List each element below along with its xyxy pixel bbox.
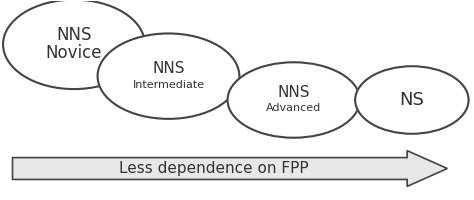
Ellipse shape	[228, 62, 360, 138]
Text: NNS: NNS	[277, 85, 310, 100]
FancyArrow shape	[12, 151, 447, 186]
Text: Less dependence on FPP: Less dependence on FPP	[118, 161, 308, 176]
Ellipse shape	[355, 66, 469, 134]
Ellipse shape	[98, 33, 239, 119]
Text: NNS: NNS	[152, 61, 185, 76]
Text: Intermediate: Intermediate	[132, 80, 205, 90]
Text: Novice: Novice	[46, 44, 102, 62]
Text: NNS: NNS	[56, 26, 91, 44]
Text: NS: NS	[400, 91, 424, 109]
Text: Advanced: Advanced	[266, 103, 321, 113]
Ellipse shape	[3, 0, 145, 89]
